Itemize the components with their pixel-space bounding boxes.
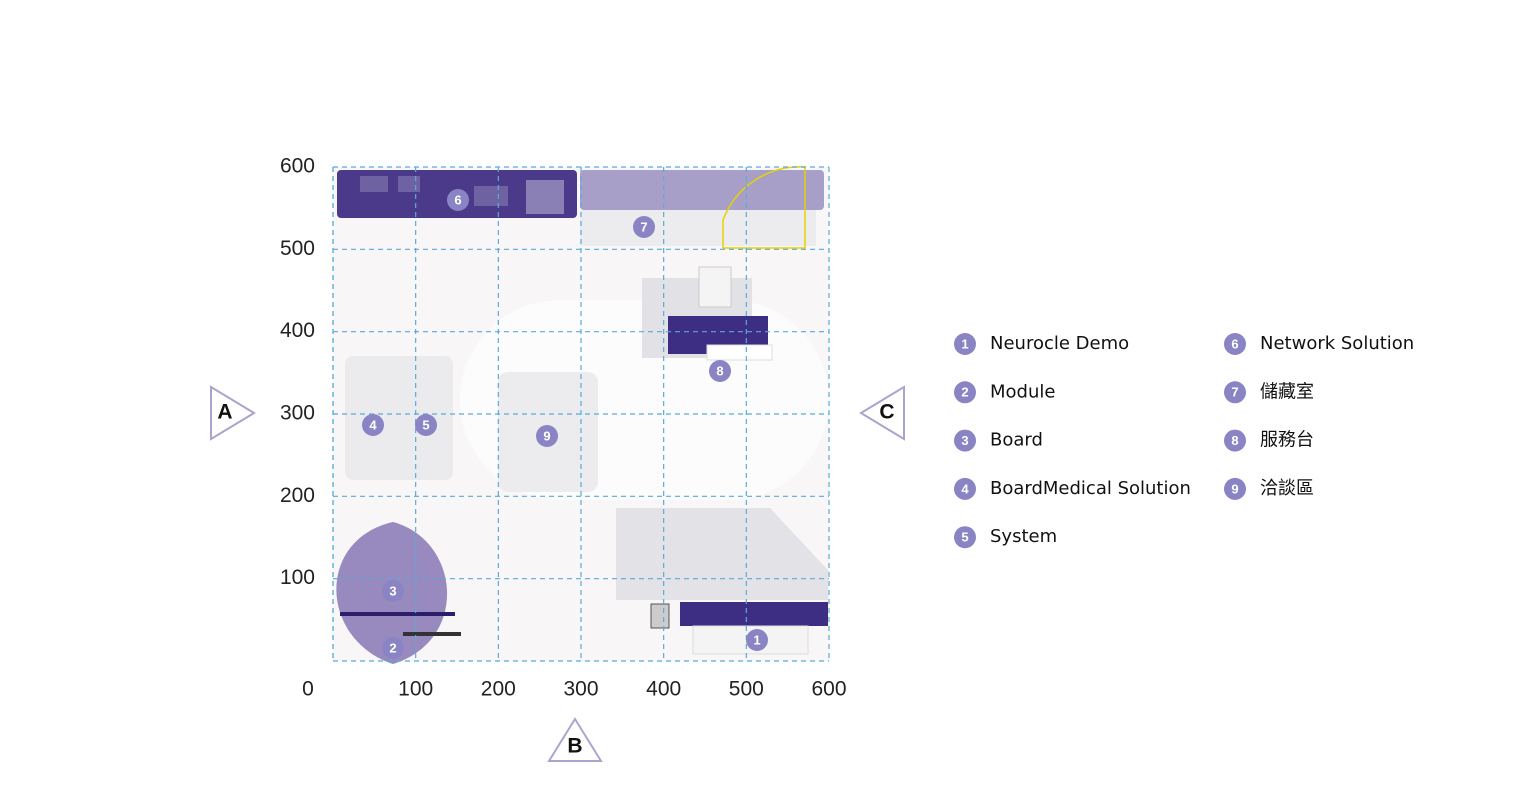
legend-badge — [954, 333, 976, 355]
view-label: C — [879, 401, 894, 424]
legend-number: 4 — [961, 481, 969, 496]
legend-badge — [1224, 477, 1246, 500]
marker-number: 9 — [543, 428, 550, 443]
view-label: B — [567, 735, 582, 758]
legend-number: 2 — [961, 385, 968, 400]
x-tick-label: 300 — [563, 678, 598, 701]
y-tick-label: 400 — [280, 319, 315, 342]
marker-badge — [633, 216, 655, 238]
x-tick-label: 100 — [398, 678, 433, 701]
legend-label: System — [990, 526, 1057, 547]
legend-badge — [954, 526, 976, 549]
y-tick-label: 200 — [280, 484, 315, 507]
marker-badge — [536, 425, 558, 447]
legend-badge — [954, 477, 976, 500]
marker-number: 4 — [369, 417, 377, 432]
marker-number: 6 — [454, 192, 461, 207]
marker-badge — [447, 189, 469, 211]
legend-label: 儲藏室 — [1260, 381, 1314, 402]
x-tick-label: 600 — [811, 678, 846, 701]
legend-number: 8 — [1231, 433, 1238, 448]
marker-number: 5 — [422, 417, 429, 432]
legend-number: 3 — [961, 433, 968, 448]
plan-markers: 1 2 3 4 5 6 7 8 9 — [362, 189, 768, 659]
legend-label: 洽談區 — [1260, 478, 1314, 499]
view-label: A — [217, 401, 232, 424]
legend-label: Module — [990, 381, 1055, 402]
legend: 1 Neurocle Demo 2 Module 3 Board 4 BoardMedical… — [954, 333, 1414, 549]
legend-number: 7 — [1231, 385, 1238, 400]
legend-badge — [1224, 429, 1246, 452]
grid: 0 100 200 300 400 500 600 100 200 300 400 500 600 — [280, 155, 847, 701]
legend-number: 1 — [961, 336, 968, 351]
legend-number: 5 — [961, 530, 968, 545]
marker-badge — [415, 414, 437, 436]
y-tick-label: 100 — [280, 566, 315, 589]
marker-badge — [382, 637, 404, 659]
legend-badge — [954, 429, 976, 452]
legend-badge — [1224, 333, 1246, 355]
marker-badge — [382, 580, 404, 602]
marker-badge — [362, 414, 384, 436]
x-tick-label: 500 — [729, 678, 764, 701]
y-tick-label: 600 — [280, 155, 315, 178]
legend-number: 6 — [1231, 336, 1238, 351]
y-tick-label: 300 — [280, 402, 315, 425]
legend-label: Network Solution — [1260, 333, 1414, 354]
marker-number: 7 — [640, 219, 647, 234]
x-tick-label: 400 — [646, 678, 681, 701]
legend-number: 9 — [1231, 481, 1238, 496]
legend-label: Neurocle Demo — [990, 333, 1129, 354]
legend-label: 服務台 — [1260, 430, 1314, 451]
x-tick-label: 0 — [302, 678, 314, 701]
marker-number: 8 — [716, 363, 723, 378]
legend-label: Board — [990, 430, 1043, 451]
legend-badge — [954, 381, 976, 404]
marker-number: 3 — [389, 583, 396, 598]
x-tick-label: 200 — [481, 678, 516, 701]
y-tick-label: 500 — [280, 237, 315, 260]
marker-badge — [746, 629, 768, 651]
marker-number: 1 — [753, 632, 760, 647]
view-markers: A B C — [210, 385, 905, 762]
view-arrow — [210, 385, 256, 441]
view-arrow — [859, 385, 905, 441]
legend-label: BoardMedical Solution — [990, 478, 1191, 499]
view-arrow — [547, 717, 603, 762]
marker-badge — [709, 360, 731, 382]
marker-number: 2 — [389, 640, 396, 655]
legend-badge — [1224, 381, 1246, 404]
